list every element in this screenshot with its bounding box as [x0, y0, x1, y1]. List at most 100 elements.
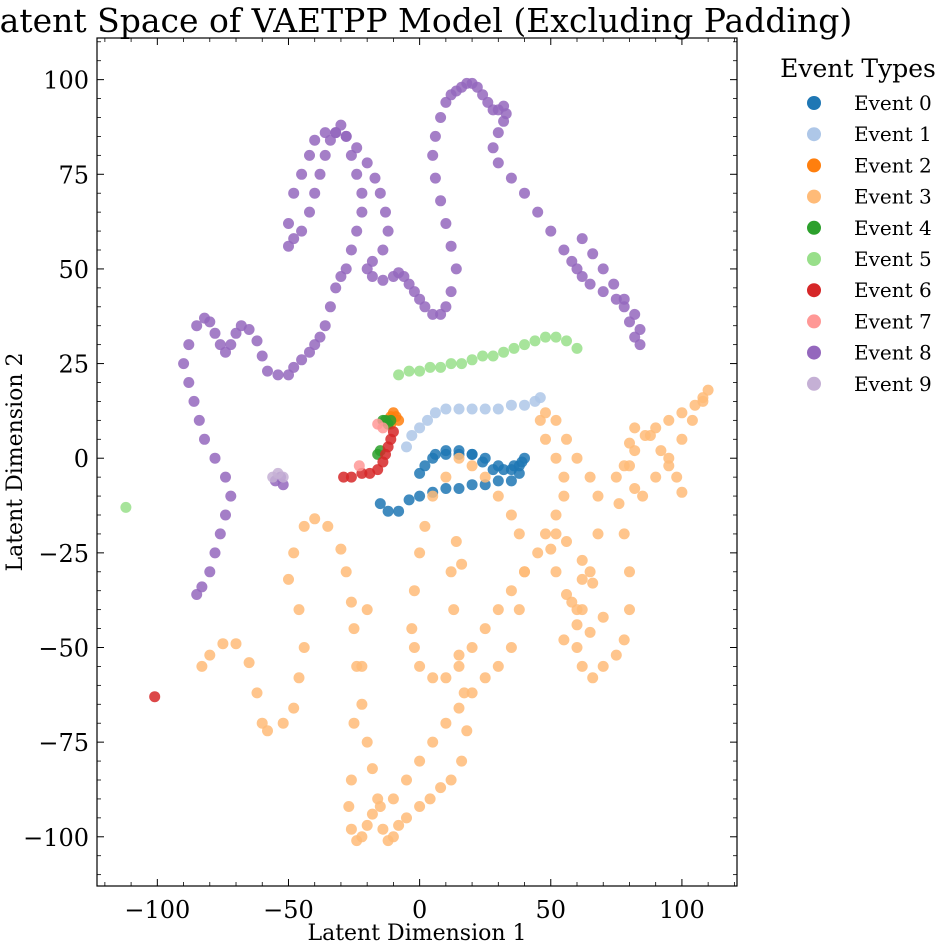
- data-point: [440, 301, 452, 313]
- data-point: [298, 642, 310, 653]
- data-point: [309, 513, 321, 525]
- data-point: [610, 471, 622, 483]
- data-point: [550, 566, 562, 578]
- data-point: [440, 445, 452, 457]
- data-point: [584, 278, 596, 290]
- data-point: [319, 320, 331, 332]
- series-event-3: [196, 384, 714, 847]
- data-point: [288, 361, 300, 373]
- data-point: [204, 316, 216, 328]
- data-point: [424, 361, 436, 373]
- data-point: [414, 660, 426, 672]
- data-point: [230, 638, 242, 650]
- legend: Event Types Event 0 Event 1 Event 2 Event 3…: [780, 54, 936, 396]
- data-point: [498, 346, 510, 358]
- legend-item: Event 3: [807, 185, 932, 209]
- data-point: [380, 206, 391, 218]
- data-point: [414, 547, 426, 559]
- data-point: [374, 498, 386, 510]
- data-point: [427, 736, 439, 748]
- data-point: [243, 657, 255, 669]
- data-point: [453, 702, 465, 714]
- data-point: [366, 271, 378, 282]
- data-point: [519, 452, 530, 464]
- data-point: [309, 187, 321, 199]
- data-point: [196, 581, 208, 593]
- data-point: [424, 793, 436, 805]
- data-point: [435, 112, 447, 123]
- data-point: [283, 240, 294, 252]
- plot-frame: [96, 37, 738, 887]
- data-point: [513, 604, 525, 616]
- legend-label: Event 1: [854, 122, 932, 146]
- data-point: [361, 819, 373, 831]
- data-point: [296, 225, 308, 237]
- data-point: [340, 263, 352, 275]
- data-point: [540, 331, 551, 343]
- data-point: [408, 585, 420, 597]
- data-point: [414, 755, 426, 767]
- data-point: [571, 342, 583, 354]
- data-point: [597, 611, 609, 623]
- data-point: [345, 823, 357, 835]
- data-point: [120, 501, 132, 513]
- data-point: [183, 377, 195, 388]
- data-point: [629, 483, 641, 494]
- data-point: [492, 157, 504, 169]
- data-point: [529, 335, 541, 347]
- data-point: [597, 263, 609, 275]
- data-point: [440, 672, 452, 684]
- legend-marker: [807, 283, 821, 298]
- data-point: [618, 301, 630, 313]
- data-point: [345, 596, 357, 608]
- x-tick-label: 0: [412, 896, 427, 924]
- plot-area: [120, 77, 714, 847]
- data-point: [558, 471, 570, 483]
- data-point: [277, 717, 289, 729]
- data-point: [393, 819, 405, 831]
- data-point: [629, 308, 641, 320]
- data-point: [624, 566, 635, 578]
- data-point: [298, 520, 310, 532]
- data-point: [629, 422, 641, 434]
- data-point: [445, 240, 457, 252]
- data-point: [314, 331, 326, 343]
- data-point: [382, 225, 394, 237]
- data-point: [634, 324, 646, 335]
- data-point: [403, 365, 415, 377]
- data-point: [435, 782, 447, 794]
- data-point: [637, 490, 649, 502]
- data-point: [401, 774, 412, 786]
- data-point: [576, 233, 588, 245]
- data-point: [550, 331, 562, 343]
- data-point: [225, 490, 237, 502]
- data-point: [204, 566, 216, 578]
- data-point: [387, 426, 399, 438]
- data-point: [356, 698, 368, 710]
- data-point: [613, 498, 625, 510]
- data-point: [251, 335, 263, 347]
- data-point: [351, 142, 363, 154]
- data-point: [534, 392, 546, 404]
- legend-title: Event Types: [780, 54, 936, 83]
- data-point: [366, 808, 378, 820]
- data-point: [540, 407, 551, 419]
- data-point: [587, 577, 599, 589]
- legend-marker: [807, 158, 821, 173]
- data-point: [466, 642, 478, 653]
- legend-marker: [807, 220, 821, 235]
- data-point: [453, 483, 465, 494]
- series-event-6: [149, 426, 399, 703]
- data-point: [429, 130, 441, 142]
- data-point: [492, 127, 504, 139]
- data-point: [374, 187, 386, 199]
- data-point: [479, 479, 491, 491]
- data-point: [492, 475, 504, 487]
- data-point: [618, 634, 630, 646]
- data-point: [225, 339, 237, 351]
- data-point: [492, 460, 504, 472]
- data-point: [558, 490, 570, 502]
- legend-item: Event 6: [807, 278, 932, 302]
- data-point: [293, 604, 305, 616]
- data-point: [519, 187, 530, 199]
